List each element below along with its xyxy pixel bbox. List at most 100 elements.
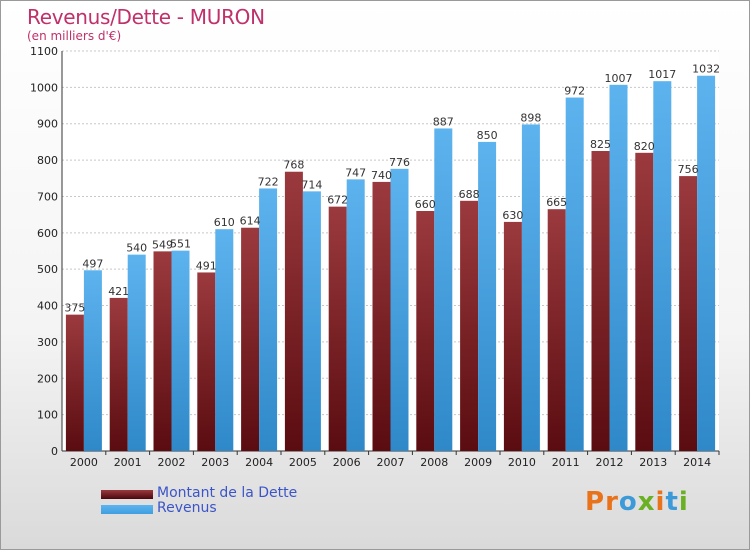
bar-revenus-2000 — [83, 270, 102, 451]
data-label-revenus-2000: 497 — [82, 257, 103, 270]
data-label-dette-2012: 825 — [590, 138, 611, 151]
x-tick-label-2001: 2001 — [114, 456, 142, 469]
x-tick-label-2006: 2006 — [333, 456, 361, 469]
bar-dette-2006 — [328, 206, 347, 451]
y-tick-label: 200 — [37, 372, 58, 385]
data-label-dette-2009: 688 — [459, 188, 480, 201]
y-tick-label: 700 — [37, 190, 58, 203]
bar-revenus-2014 — [697, 75, 716, 452]
legend-swatch-revenus — [101, 505, 153, 514]
y-tick-label: 900 — [37, 118, 58, 131]
y-tick-label: 0 — [51, 445, 58, 458]
logo-letter: x — [637, 487, 656, 517]
bar-dette-2009 — [460, 200, 479, 451]
bar-dette-2000 — [65, 314, 84, 451]
y-tick-label: 1000 — [30, 81, 58, 94]
bar-revenus-2003 — [215, 229, 234, 451]
bar-dette-2001 — [109, 297, 128, 451]
bar-dette-2012 — [591, 151, 610, 451]
bar-revenus-2009 — [478, 141, 497, 451]
logo-letter: t — [665, 487, 679, 517]
logo-letter: i — [655, 487, 666, 517]
data-label-dette-2005: 768 — [283, 159, 304, 172]
data-label-revenus-2002: 551 — [170, 238, 191, 251]
data-label-revenus-2009: 850 — [477, 129, 498, 142]
data-label-revenus-2008: 887 — [433, 115, 454, 128]
data-label-revenus-2004: 722 — [258, 175, 279, 188]
bar-revenus-2007 — [390, 168, 409, 451]
x-tick-label-2012: 2012 — [596, 456, 624, 469]
data-label-revenus-2013: 1017 — [648, 68, 676, 81]
bar-dette-2005 — [284, 171, 303, 451]
bar-dette-2002 — [153, 251, 172, 451]
data-label-revenus-2010: 898 — [520, 111, 541, 124]
data-label-dette-2008: 660 — [415, 198, 436, 211]
data-label-dette-2004: 614 — [240, 215, 261, 228]
y-tick-label: 300 — [37, 336, 58, 349]
x-tick-label-2007: 2007 — [377, 456, 405, 469]
data-label-dette-2001: 421 — [108, 285, 129, 298]
x-tick-label-2005: 2005 — [289, 456, 317, 469]
logo-letter: r — [605, 487, 619, 517]
bar-dette-2013 — [635, 152, 654, 451]
data-label-revenus-2006: 747 — [345, 166, 366, 179]
data-label-dette-2006: 672 — [327, 194, 348, 207]
bar-dette-2007 — [372, 181, 391, 451]
legend-swatch-dette — [101, 490, 153, 499]
data-label-revenus-2005: 714 — [301, 178, 322, 191]
x-tick-label-2013: 2013 — [639, 456, 667, 469]
data-label-revenus-2011: 972 — [564, 85, 585, 98]
x-tick-label-2011: 2011 — [552, 456, 580, 469]
bar-revenus-2008 — [434, 128, 453, 452]
bar-dette-2014 — [679, 176, 698, 451]
x-tick-label-2009: 2009 — [464, 456, 492, 469]
bar-revenus-2013 — [653, 81, 672, 451]
y-tick-label: 800 — [37, 154, 58, 167]
y-tick-label: 1100 — [30, 45, 58, 58]
bar-dette-2008 — [416, 211, 435, 451]
logo-letter: o — [618, 487, 638, 517]
data-label-dette-2010: 630 — [502, 209, 523, 222]
bar-revenus-2006 — [346, 179, 365, 451]
data-label-dette-2014: 756 — [678, 163, 699, 176]
bar-dette-2003 — [197, 272, 216, 451]
data-label-revenus-2014: 1032 — [692, 63, 720, 76]
bar-dette-2004 — [241, 227, 260, 451]
data-label-revenus-2003: 610 — [214, 216, 235, 229]
bar-revenus-2012 — [609, 84, 628, 452]
x-tick-label-2002: 2002 — [158, 456, 186, 469]
data-label-revenus-2001: 540 — [126, 242, 147, 255]
x-tick-label-2000: 2000 — [70, 456, 98, 469]
bar-revenus-2005 — [302, 191, 321, 451]
data-label-dette-2013: 820 — [634, 140, 655, 153]
data-label-revenus-2007: 776 — [389, 156, 410, 169]
legend-label-dette: Montant de la Dette — [157, 485, 298, 501]
bar-revenus-2004 — [259, 188, 278, 452]
bar-dette-2010 — [503, 221, 522, 451]
x-tick-label-2008: 2008 — [420, 456, 448, 469]
data-label-revenus-2012: 1007 — [605, 72, 633, 85]
x-tick-label-2010: 2010 — [508, 456, 536, 469]
bar-revenus-2011 — [565, 97, 584, 451]
logo-letter: i — [678, 487, 689, 517]
data-label-dette-2002: 549 — [152, 238, 173, 251]
bar-revenus-2002 — [171, 250, 190, 451]
logo-letter: P — [585, 487, 606, 517]
chart-title: Revenus/Dette - MURON — [27, 5, 265, 29]
legend-label-revenus: Revenus — [157, 500, 217, 516]
chart-subtitle: (en milliers d'€) — [27, 29, 122, 43]
proxiti-logo: Proxiti — [585, 487, 689, 517]
bar-dette-2011 — [547, 209, 566, 451]
y-tick-label: 400 — [37, 300, 58, 313]
data-label-dette-2000: 375 — [64, 302, 85, 315]
y-tick-label: 600 — [37, 227, 58, 240]
data-label-dette-2011: 665 — [546, 196, 567, 209]
data-label-dette-2007: 740 — [371, 169, 392, 182]
x-tick-label-2014: 2014 — [683, 456, 711, 469]
x-tick-label-2003: 2003 — [201, 456, 229, 469]
bar-revenus-2001 — [127, 254, 146, 451]
bar-revenus-2010 — [521, 124, 540, 452]
y-tick-label: 500 — [37, 263, 58, 276]
